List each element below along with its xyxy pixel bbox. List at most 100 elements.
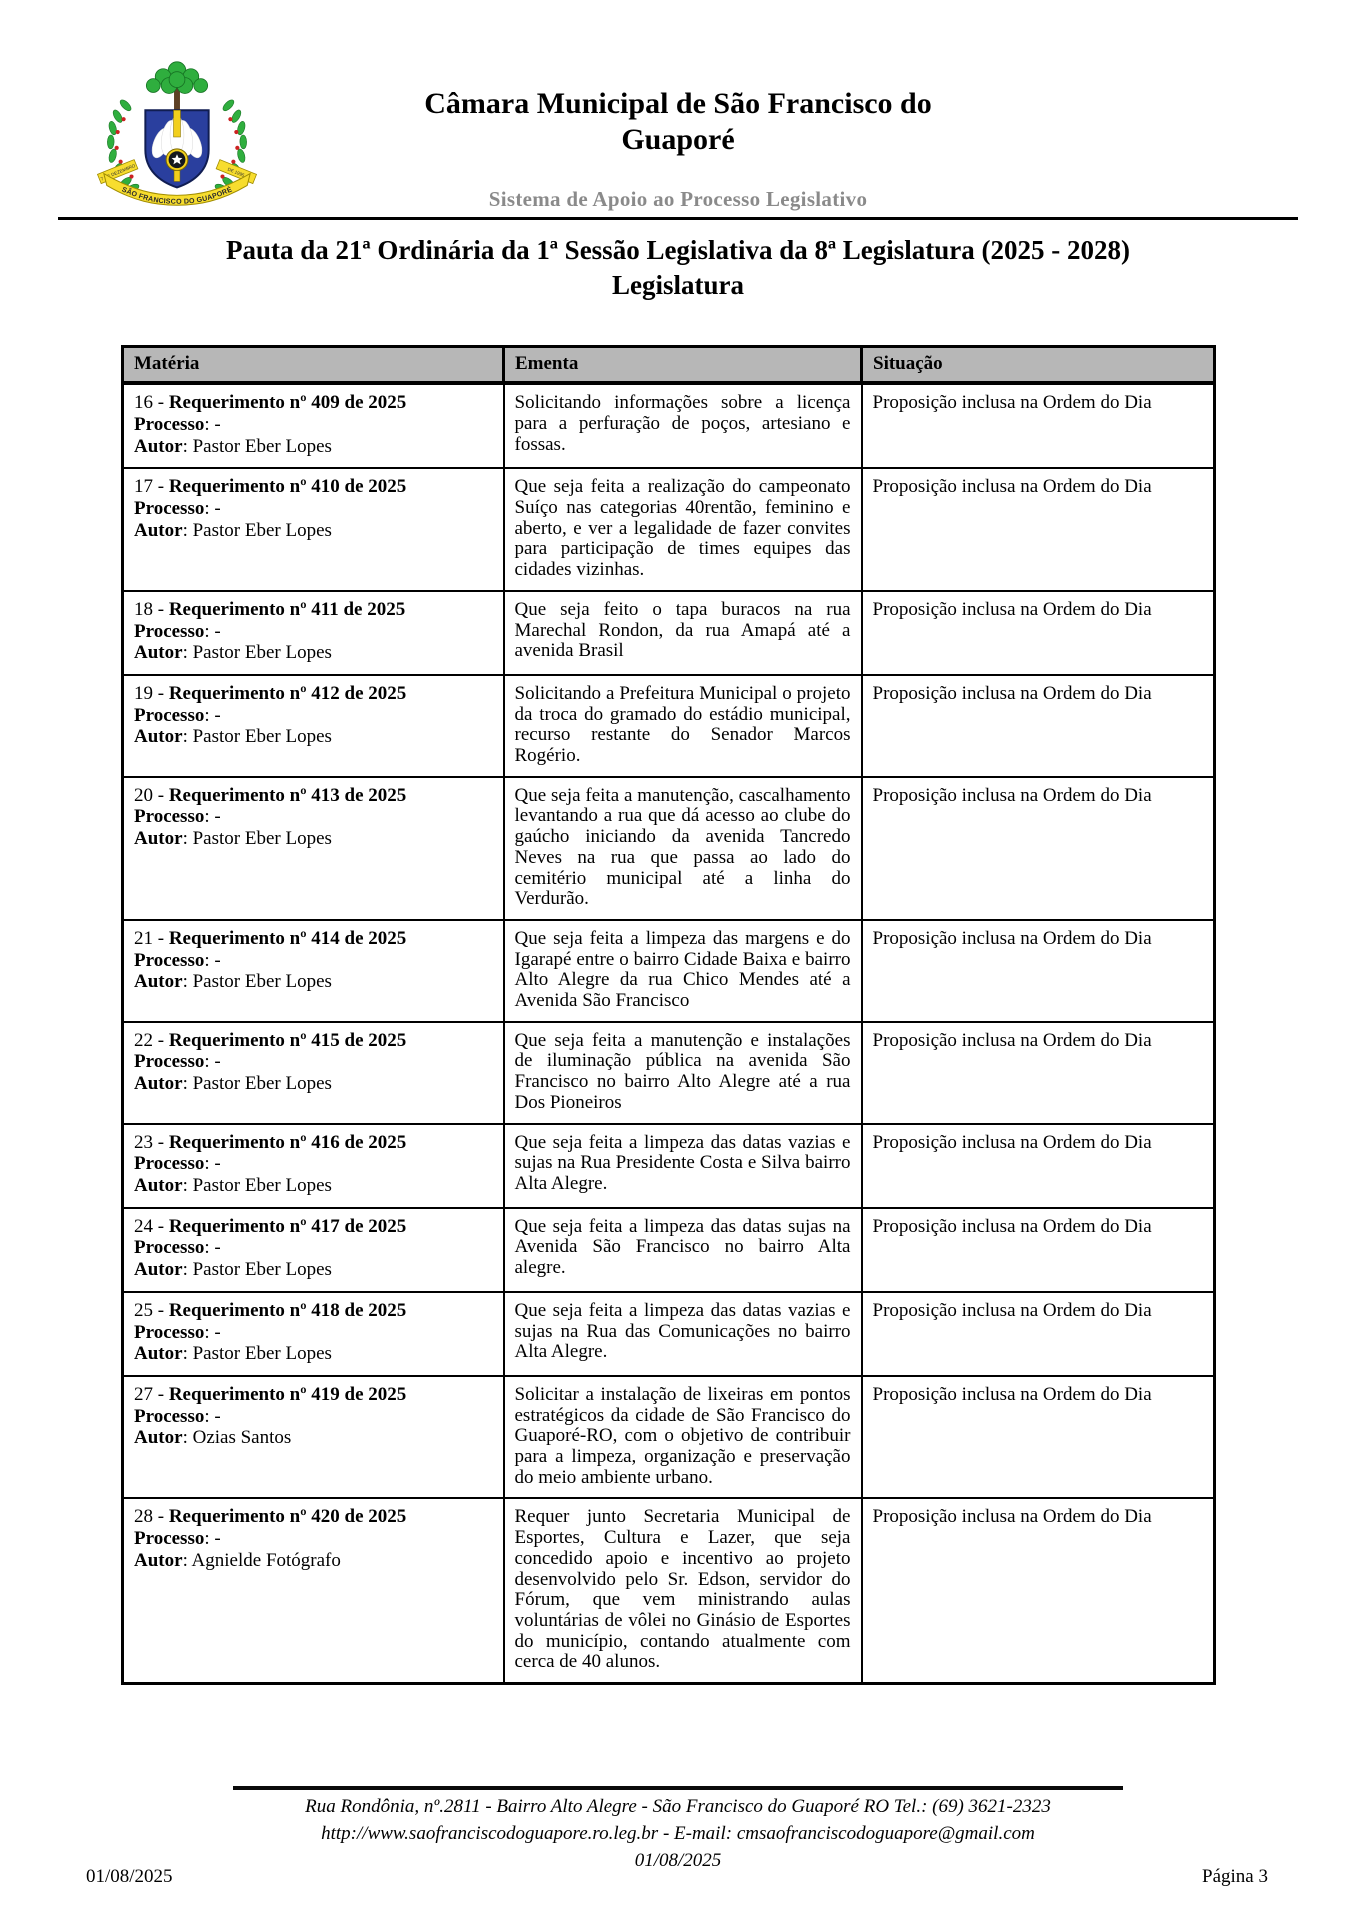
situacao-text: Proposição inclusa na Ordem do Dia [872,392,1152,414]
header-divider [58,217,1298,220]
situacao-text: Proposição inclusa na Ordem do Dia [872,682,1152,704]
materia-processo: Processo: - [134,620,221,642]
materia-title: 27 - Requerimento nº 419 de 2025 [134,1383,407,1405]
materia-cell: 21 - Requerimento nº 414 de 2025 Process… [121,918,505,1023]
materia-title: 22 - Requerimento nº 415 de 2025 [134,1029,407,1051]
ementa-text: Que seja feita a limpeza das datas vazia… [514,1299,851,1363]
footer-bottom-bar: 01/08/2025 Página 3 [0,1866,1356,1888]
ementa-cell: Solicitar a instalação de lixeiras em po… [502,1374,863,1500]
materia-processo: Processo: - [134,949,221,971]
coat-of-arms-icon: 7 DE DEZEMBRO DE 1995 SÃO FRANCISCO DO G… [96,61,258,206]
table-row: 17 - Requerimento nº 410 de 2025 Process… [121,467,1216,592]
header-row: Matéria Ementa Situação [121,345,1216,386]
materia-title: 23 - Requerimento nº 416 de 2025 [134,1131,407,1153]
footer-divider [233,1786,1123,1790]
column-header-ementa: Ementa [502,345,863,386]
situacao-cell: Proposição inclusa na Ordem do Dia [860,382,1216,470]
materia-title: 21 - Requerimento nº 414 de 2025 [134,927,407,949]
materia-cell: 19 - Requerimento nº 412 de 2025 Process… [121,673,505,778]
situacao-cell: Proposição inclusa na Ordem do Dia [860,1020,1216,1125]
materia-autor: Autor: Agnielde Fotógrafo [134,1549,341,1571]
ementa-text: Que seja feita a manutenção, cascalhamen… [514,784,851,910]
footer-website-email: http://www.saofranciscodoguapore.ro.leg.… [321,1822,1035,1844]
page-title-line2: Legislatura [612,270,744,301]
materia-title: 20 - Requerimento nº 413 de 2025 [134,784,407,806]
footer-date: 01/08/2025 [634,1849,722,1871]
page-title: Pauta da 21ª Ordinária da 1ª Sessão Legi… [0,233,1356,303]
ementa-text: Que seja feita a limpeza das datas sujas… [514,1215,851,1279]
page-number: Página 3 [1202,1866,1268,1887]
situacao-cell: Proposição inclusa na Ordem do Dia [860,1122,1216,1209]
table-row: 25 - Requerimento nº 418 de 2025 Process… [121,1290,1216,1377]
table-row: 19 - Requerimento nº 412 de 2025 Process… [121,673,1216,778]
logo-star-badge [165,148,189,172]
ementa-cell: Solicitando informações sobre a licença … [502,382,863,470]
agenda-table: Matéria Ementa Situação 16 - Requeriment… [121,345,1216,1686]
table-row: 20 - Requerimento nº 413 de 2025 Process… [121,775,1216,921]
logo-stripe [173,109,181,138]
situacao-cell: Proposição inclusa na Ordem do Dia [860,1497,1216,1685]
ementa-text: Solicitando a Prefeitura Municipal o pro… [514,682,851,767]
materia-cell: 25 - Requerimento nº 418 de 2025 Process… [121,1290,505,1377]
ementa-text: Que seja feita a limpeza das datas vazia… [514,1131,851,1194]
table-row: 23 - Requerimento nº 416 de 2025 Process… [121,1122,1216,1209]
table-row: 27 - Requerimento nº 419 de 2025 Process… [121,1374,1216,1500]
materia-cell: 20 - Requerimento nº 413 de 2025 Process… [121,775,505,921]
materia-autor: Autor: Pastor Eber Lopes [134,519,332,541]
materia-processo: Processo: - [134,1051,221,1073]
materia-title: 24 - Requerimento nº 417 de 2025 [134,1215,407,1237]
agenda-table-body: 16 - Requerimento nº 409 de 2025 Process… [121,382,1216,1685]
situacao-cell: Proposição inclusa na Ordem do Dia [860,589,1216,676]
materia-autor: Autor: Pastor Eber Lopes [134,726,332,748]
materia-title: 17 - Requerimento nº 410 de 2025 [134,476,407,498]
ementa-cell: Solicitando a Prefeitura Municipal o pro… [502,673,863,778]
ementa-text: Requer junto Secretaria Municipal de Esp… [514,1506,851,1673]
ementa-text: Que seja feita a limpeza das margens e d… [514,927,851,1012]
ementa-text: Solicitar a instalação de lixeiras em po… [514,1383,851,1488]
materia-processo: Processo: - [134,1153,221,1175]
logo-laurel-left [107,99,140,193]
materia-autor: Autor: Pastor Eber Lopes [134,1073,332,1095]
ementa-cell: Que seja feito o tapa buracos na rua Mar… [502,589,863,676]
situacao-cell: Proposição inclusa na Ordem do Dia [860,673,1216,778]
materia-processo: Processo: - [134,806,221,828]
materia-autor: Autor: Pastor Eber Lopes [134,971,332,993]
materia-cell: 24 - Requerimento nº 417 de 2025 Process… [121,1206,505,1293]
ementa-cell: Que seja feita a manutenção e instalaçõe… [502,1020,863,1125]
ementa-text: Que seja feita a manutenção e instalaçõe… [514,1029,851,1113]
logo-tree [145,61,209,117]
situacao-text: Proposição inclusa na Ordem do Dia [872,1131,1152,1153]
situacao-text: Proposição inclusa na Ordem do Dia [872,927,1152,949]
table-row: 24 - Requerimento nº 417 de 2025 Process… [121,1206,1216,1293]
situacao-text: Proposição inclusa na Ordem do Dia [872,784,1152,806]
materia-title: 28 - Requerimento nº 420 de 2025 [134,1506,407,1528]
page-title-line1: Pauta da 21ª Ordinária da 1ª Sessão Legi… [225,235,1131,265]
materia-autor: Autor: Pastor Eber Lopes [134,1174,332,1196]
materia-autor: Autor: Pastor Eber Lopes [134,1343,332,1365]
table-row: 16 - Requerimento nº 409 de 2025 Process… [121,382,1216,470]
situacao-text: Proposição inclusa na Ordem do Dia [872,1383,1152,1405]
table-row: 21 - Requerimento nº 414 de 2025 Process… [121,918,1216,1023]
situacao-cell: Proposição inclusa na Ordem do Dia [860,467,1216,592]
materia-title: 25 - Requerimento nº 418 de 2025 [134,1299,407,1321]
situacao-cell: Proposição inclusa na Ordem do Dia [860,1374,1216,1500]
materia-autor: Autor: Pastor Eber Lopes [134,435,332,457]
agenda-table-head: Matéria Ementa Situação [121,345,1216,386]
materia-processo: Processo: - [134,704,221,726]
ementa-cell: Que seja feita a limpeza das datas sujas… [502,1206,863,1293]
materia-autor: Autor: Pastor Eber Lopes [134,828,332,850]
logo-ribbon-left: 7 DE DEZEMBRO [96,159,139,185]
ementa-cell: Que seja feita a limpeza das datas vazia… [502,1122,863,1209]
system-name: Sistema de Apoio ao Processo Legislativo [488,187,868,211]
materia-autor: Autor: Pastor Eber Lopes [134,1259,332,1281]
materia-processo: Processo: - [134,1405,221,1427]
ementa-text: Solicitando informações sobre a licença … [514,392,851,455]
situacao-text: Proposição inclusa na Ordem do Dia [872,1215,1152,1237]
print-date: 01/08/2025 [86,1866,173,1887]
ementa-cell: Que seja feita a manutenção, cascalhamen… [502,775,863,921]
ementa-cell: Que seja feita a limpeza das margens e d… [502,918,863,1023]
situacao-text: Proposição inclusa na Ordem do Dia [872,598,1152,620]
materia-processo: Processo: - [134,1237,221,1259]
ementa-text: Que seja feita a realização do campeonat… [514,476,851,581]
situacao-text: Proposição inclusa na Ordem do Dia [872,476,1152,498]
